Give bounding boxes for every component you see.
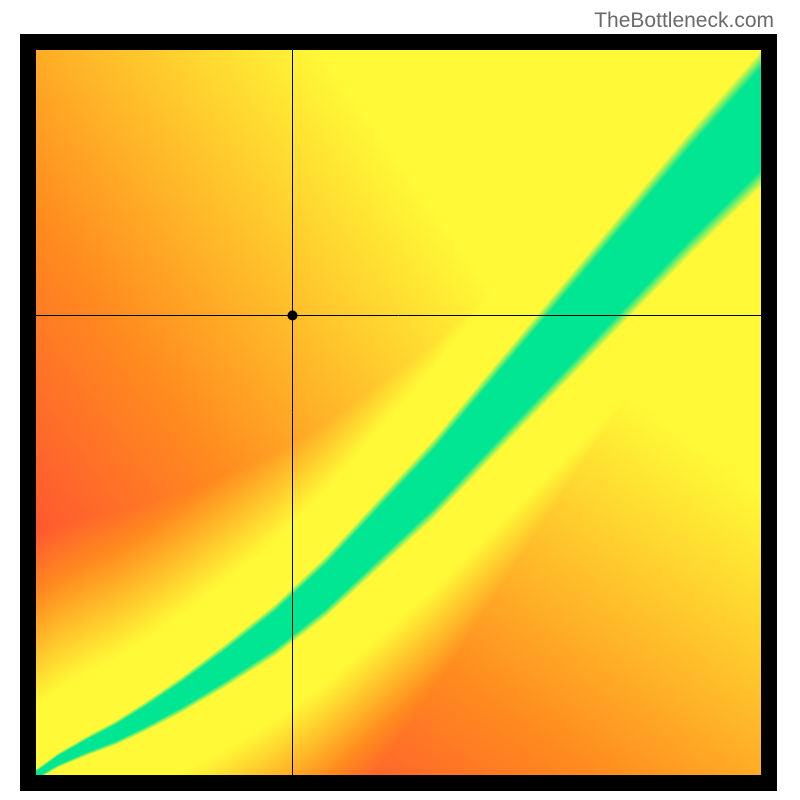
plot-frame: [20, 34, 777, 791]
heatmap-canvas: [36, 50, 761, 775]
chart-container: TheBottleneck.com: [0, 0, 800, 800]
attribution-text: TheBottleneck.com: [594, 9, 774, 33]
